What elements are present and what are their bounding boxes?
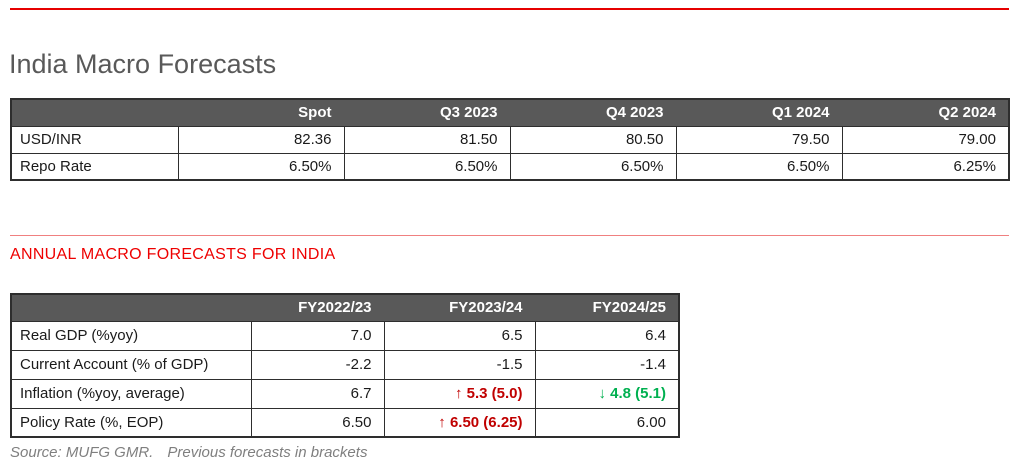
row-label: Repo Rate: [10, 152, 179, 181]
quarterly-forecast-table: Spot Q3 2023 Q4 2023 Q1 2024 Q2 2024 USD…: [10, 98, 1010, 181]
column-header-q1-2024: Q1 2024: [675, 98, 843, 127]
quarterly-table-header-row: Spot Q3 2023 Q4 2023 Q1 2024 Q2 2024: [10, 98, 1010, 127]
annual-table-header-row: FY2022/23 FY2023/24 FY2024/25: [10, 293, 680, 322]
page-title: India Macro Forecasts: [9, 49, 277, 80]
table-cell: 7.0: [250, 320, 385, 351]
column-header-fy2024-25: FY2024/25: [534, 293, 680, 322]
table-cell: 6.50: [250, 407, 385, 438]
section-heading: ANNUAL MACRO FORECASTS FOR INDIA: [10, 246, 336, 263]
row-label: USD/INR: [10, 125, 179, 154]
table-row-policy-rate: Policy Rate (%, EOP) 6.50 ↑ 6.50 (6.25) …: [10, 407, 680, 438]
table-cell: 6.25%: [841, 152, 1010, 181]
column-header-q3-2023: Q3 2023: [343, 98, 511, 127]
column-header-q4-2023: Q4 2023: [509, 98, 677, 127]
table-cell: -1.5: [383, 349, 536, 380]
section-divider-rule: [10, 235, 1009, 236]
row-label: Real GDP (%yoy): [10, 320, 252, 351]
table-cell: -1.4: [534, 349, 680, 380]
table-cell: 6.50%: [343, 152, 511, 181]
column-header-fy2022-23: FY2022/23: [250, 293, 385, 322]
row-label: Inflation (%yoy, average): [10, 378, 252, 409]
row-label: Current Account (% of GDP): [10, 349, 252, 380]
table-cell: 6.50%: [509, 152, 677, 181]
table-cell: 81.50: [343, 125, 511, 154]
source-note: Source: MUFG GMR. Previous forecasts in b…: [10, 444, 367, 461]
table-row-current-account: Current Account (% of GDP) -2.2 -1.5 -1.…: [10, 349, 680, 380]
row-label: Policy Rate (%, EOP): [10, 407, 252, 438]
table-row-usdinr: USD/INR 82.36 81.50 80.50 79.50 79.00: [10, 125, 1010, 154]
table-cell: -2.2: [250, 349, 385, 380]
table-cell: 6.50%: [675, 152, 843, 181]
column-header-blank: [10, 98, 179, 127]
table-cell: 80.50: [509, 125, 677, 154]
table-cell: 6.5: [383, 320, 536, 351]
source-text: Source: MUFG GMR.: [10, 444, 154, 461]
table-cell-revised-down: ↓ 4.8 (5.1): [534, 378, 680, 409]
table-cell-revised-up: ↑ 5.3 (5.0): [383, 378, 536, 409]
table-row-inflation: Inflation (%yoy, average) 6.7 ↑ 5.3 (5.0…: [10, 378, 680, 409]
table-cell: 82.36: [177, 125, 345, 154]
table-cell: 79.50: [675, 125, 843, 154]
column-header-blank: [10, 293, 252, 322]
table-cell: 6.50%: [177, 152, 345, 181]
column-header-spot: Spot: [177, 98, 345, 127]
top-accent-rule: [10, 8, 1009, 10]
table-cell-revised-up: ↑ 6.50 (6.25): [383, 407, 536, 438]
table-cell: 6.7: [250, 378, 385, 409]
table-cell: 79.00: [841, 125, 1010, 154]
column-header-fy2023-24: FY2023/24: [383, 293, 536, 322]
brackets-note: Previous forecasts in brackets: [167, 444, 368, 461]
table-row-real-gdp: Real GDP (%yoy) 7.0 6.5 6.4: [10, 320, 680, 351]
table-cell: 6.4: [534, 320, 680, 351]
table-row-repo-rate: Repo Rate 6.50% 6.50% 6.50% 6.50% 6.25%: [10, 152, 1010, 181]
annual-forecast-table: FY2022/23 FY2023/24 FY2024/25 Real GDP (…: [10, 293, 680, 438]
table-cell: 6.00: [534, 407, 680, 438]
column-header-q2-2024: Q2 2024: [841, 98, 1010, 127]
